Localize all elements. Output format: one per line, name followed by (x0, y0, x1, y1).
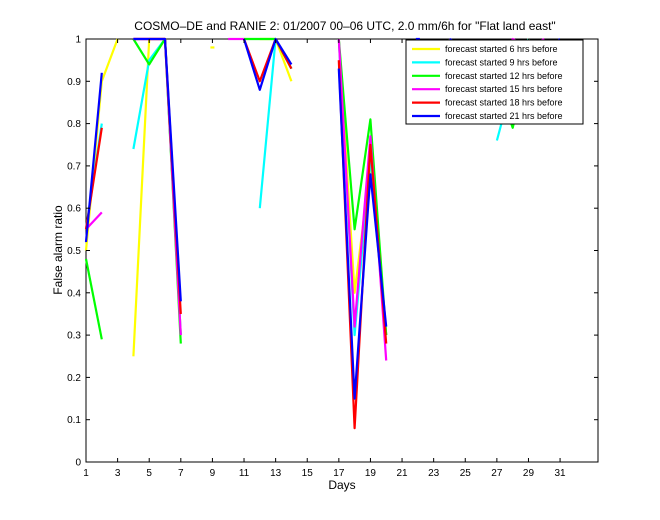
x-tick-label: 23 (428, 468, 440, 479)
x-tick-label: 19 (365, 468, 377, 479)
y-tick-label: 0.8 (67, 119, 81, 130)
y-axis-title: False alarm ratio (51, 205, 65, 295)
legend-label: forecast started 6 hrs before (445, 44, 558, 54)
x-tick-label: 21 (396, 468, 408, 479)
legend-label: forecast started 12 hrs before (445, 71, 563, 81)
y-tick-label: 1 (75, 35, 81, 46)
legend-box (405, 39, 584, 125)
y-tick-label: 0.1 (67, 415, 81, 426)
series-line (242, 37, 293, 91)
legend-label: forecast started 15 hrs before (445, 84, 563, 94)
x-tick-label: 7 (178, 468, 184, 479)
legend-label: forecast started 18 hrs before (445, 98, 563, 108)
series-line (84, 72, 103, 243)
chart-title: COSMO–DE and RANIE 2: 01/2007 00–06 UTC,… (134, 19, 555, 33)
y-tick-label: 0.5 (67, 246, 81, 257)
x-tick-label: 25 (460, 468, 472, 479)
legend-items: forecast started 6 hrs before forecast st… (412, 44, 563, 121)
series-line (337, 68, 388, 400)
series-line (85, 211, 103, 231)
y-tick-label: 0.4 (67, 288, 81, 299)
x-tick-label: 31 (555, 468, 567, 479)
legend-label: forecast started 9 hrs before (445, 57, 558, 67)
y-tick-label: 0.2 (67, 373, 81, 384)
x-axis-title: Days (328, 478, 355, 492)
x-tick-label: 1 (83, 468, 89, 479)
y-tick-label: 0 (75, 458, 81, 469)
x-tick-label: 29 (523, 468, 535, 479)
legend: forecast started 6 hrs before forecast st… (405, 39, 584, 125)
series-line (242, 37, 293, 83)
x-tick-label: 5 (146, 468, 152, 479)
x-tick-label: 3 (115, 468, 121, 479)
y-tick-label: 0.7 (67, 161, 81, 172)
y-tick-label: 0.6 (67, 204, 81, 215)
series-line (337, 38, 388, 336)
x-tick-label: 27 (491, 468, 503, 479)
y-axis: 0 0.1 0.2 0.3 0.4 0.5 0.6 0.7 0.8 0.9 1 (67, 35, 598, 469)
y-tick-label: 0.9 (67, 77, 81, 88)
legend-label: forecast started 21 hrs before (445, 111, 563, 121)
x-tick-label: 17 (333, 468, 345, 479)
series-line (84, 258, 103, 340)
x-tick-label: 9 (210, 468, 216, 479)
x-tick-label: 13 (270, 468, 282, 479)
x-tick-label: 15 (302, 468, 314, 479)
x-tick-label: 11 (239, 468, 250, 479)
series-line (133, 37, 182, 302)
y-tick-label: 0.3 (67, 331, 81, 342)
